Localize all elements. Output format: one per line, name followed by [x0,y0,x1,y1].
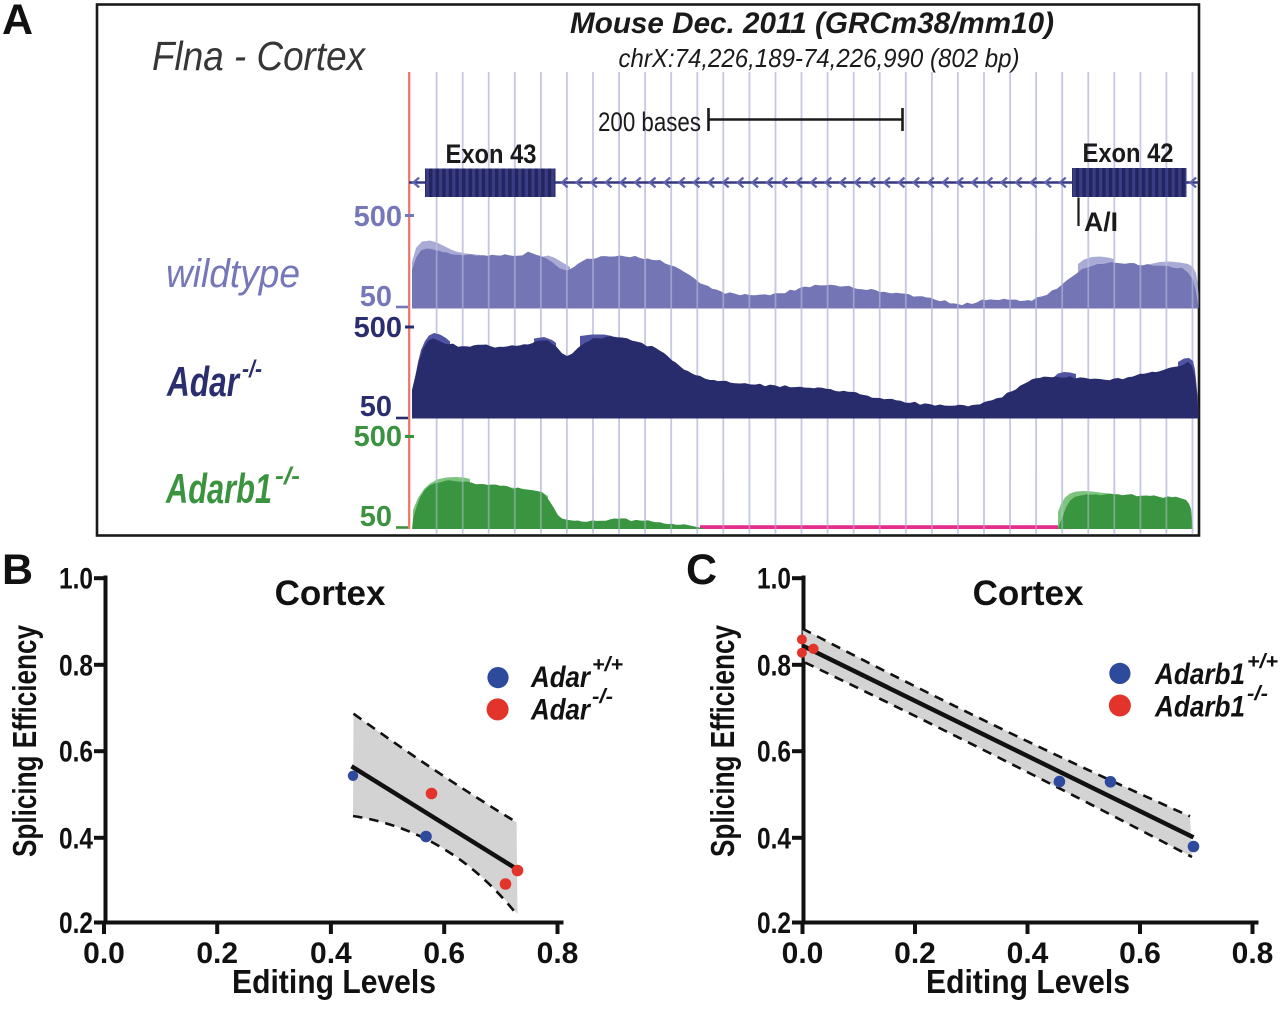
svg-text:Adar: Adar [166,358,241,405]
svg-text:0.8: 0.8 [537,937,579,970]
svg-text:500: 500 [354,201,402,233]
svg-text:-/-: -/- [242,356,262,383]
svg-text:Mouse Dec. 2011 (GRCm38/mm10): Mouse Dec. 2011 (GRCm38/mm10) [570,7,1054,40]
svg-text:A/I: A/I [1084,207,1118,237]
svg-text:0.4: 0.4 [757,822,791,855]
svg-text:0.2: 0.2 [894,937,936,970]
svg-text:Editing Levels: Editing Levels [232,963,436,1000]
svg-text:500: 500 [354,421,402,453]
svg-text:Exon 43: Exon 43 [446,139,537,169]
svg-text:0.8: 0.8 [1232,937,1274,970]
svg-text:50: 50 [360,391,392,423]
svg-text:wildtype: wildtype [166,252,300,296]
svg-text:0.6: 0.6 [423,937,465,970]
svg-text:B: B [2,546,33,594]
svg-text:0.8: 0.8 [757,649,791,682]
svg-text:+/+: +/+ [1247,651,1278,673]
svg-text:Editing Levels: Editing Levels [926,963,1130,1000]
svg-text:A: A [2,0,33,44]
svg-text:50: 50 [360,281,392,313]
svg-text:C: C [686,546,717,594]
svg-text:0.0: 0.0 [782,937,824,970]
svg-text:0.2: 0.2 [757,907,791,940]
svg-text:Splicing Efficiency: Splicing Efficiency [704,625,741,857]
svg-text:Adar: Adar [530,694,592,727]
svg-text:0.6: 0.6 [1119,937,1161,970]
svg-text:0.2: 0.2 [59,907,93,940]
svg-text:0.6: 0.6 [59,736,93,769]
svg-text:Exon 42: Exon 42 [1083,138,1174,168]
svg-text:Splicing Efficiency: Splicing Efficiency [6,625,43,857]
svg-text:Flna - Cortex: Flna - Cortex [152,33,366,79]
svg-text:1.0: 1.0 [59,563,93,596]
svg-text:0.6: 0.6 [757,736,791,769]
svg-text:200 bases: 200 bases [598,107,701,137]
svg-text:Adarb1: Adarb1 [165,465,272,512]
svg-text:Adarb1: Adarb1 [1154,691,1245,724]
svg-text:500: 500 [354,312,402,344]
svg-text:0.4: 0.4 [1007,937,1049,970]
svg-text:0.4: 0.4 [59,822,93,855]
svg-text:-/-: -/- [592,686,613,708]
svg-text:Adarb1: Adarb1 [1154,658,1245,691]
svg-text:Cortex: Cortex [275,574,386,613]
svg-text:+/+: +/+ [592,654,623,676]
svg-text:-/-: -/- [1247,683,1268,705]
svg-text:Adar: Adar [530,661,592,694]
svg-text:0.8: 0.8 [59,649,93,682]
svg-text:0.4: 0.4 [310,937,352,970]
svg-text:Cortex: Cortex [973,574,1084,613]
svg-text:0.2: 0.2 [196,937,238,970]
svg-text:-/-: -/- [275,463,300,490]
svg-text:chrX:74,226,189-74,226,990 (80: chrX:74,226,189-74,226,990 (802 bp) [619,43,1020,73]
svg-text:0.0: 0.0 [83,937,125,970]
svg-text:50: 50 [360,501,392,533]
svg-text:1.0: 1.0 [757,563,791,596]
